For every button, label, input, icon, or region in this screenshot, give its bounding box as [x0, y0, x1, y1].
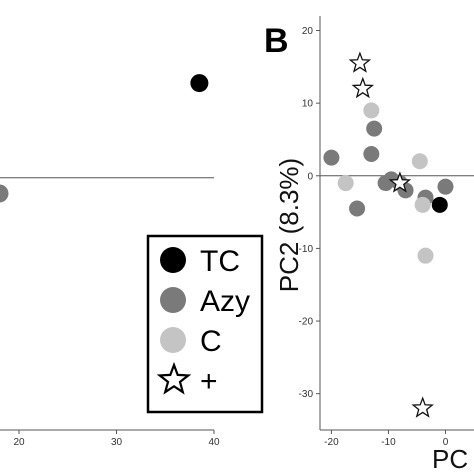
data-point-tc — [431, 196, 448, 213]
data-point-plus — [388, 171, 412, 193]
y-tick-label: -10 — [299, 244, 314, 255]
legend-star-icon — [156, 361, 192, 395]
x-tick-label: 40 — [208, 437, 220, 448]
data-point-c — [337, 175, 354, 192]
x-tick-label: -20 — [324, 437, 339, 448]
legend-label-azy: Azy — [200, 285, 250, 318]
data-point-azy — [349, 200, 366, 217]
legend-label-plus: + — [200, 365, 218, 398]
y-tick-label: 10 — [302, 99, 314, 110]
data-point-tc — [190, 74, 209, 93]
x-tick-label: 30 — [111, 437, 123, 448]
y-tick-label: -30 — [299, 389, 314, 400]
legend-marker-tc — [160, 247, 186, 273]
data-point-azy — [0, 184, 9, 203]
legend: TC Azy C + — [146, 234, 264, 414]
data-point-c — [414, 196, 431, 213]
data-point-azy — [437, 178, 454, 195]
y-axis-label: PC2 (8.3%) — [274, 158, 304, 292]
legend-marker-azy — [160, 287, 186, 313]
data-point-c — [363, 102, 380, 119]
x-tick-label: -10 — [381, 437, 396, 448]
legend-label-c: C — [200, 325, 222, 358]
x-axis-label: PC — [432, 444, 468, 474]
data-point-plus — [351, 76, 375, 99]
data-point-plus — [348, 51, 372, 73]
panel-a: 20 30 40 TC Azy C + — [0, 74, 264, 448]
legend-label-tc: TC — [200, 245, 240, 278]
y-tick-label: 0 — [307, 171, 313, 182]
x-tick-label: 20 — [13, 437, 25, 448]
y-tick-label: 20 — [302, 26, 314, 37]
panel-b: 20 10 0 -10 -20 -30 -20 -10 0 B PC2 (8.3%) PC — [264, 16, 474, 474]
panel-label: B — [264, 22, 289, 60]
data-point-c — [411, 153, 428, 170]
data-point-plus — [411, 396, 434, 418]
x-tick-label: 0 — [443, 437, 449, 448]
data-point-c — [417, 247, 434, 264]
legend-marker-c — [160, 327, 186, 353]
data-point-azy — [363, 146, 380, 162]
data-point-azy — [366, 120, 383, 137]
y-tick-label: -20 — [299, 317, 314, 328]
data-point-azy — [323, 149, 340, 166]
